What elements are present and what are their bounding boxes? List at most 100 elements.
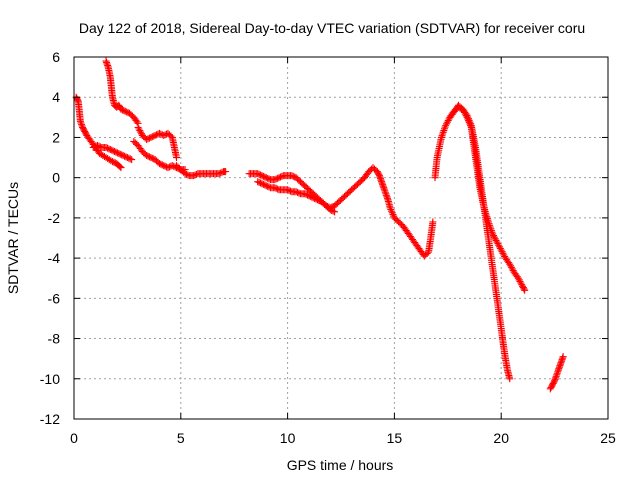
x-tick-label: 5 (177, 430, 185, 446)
data-point (128, 156, 136, 164)
data-point (439, 128, 447, 136)
series-arc-4 (173, 162, 230, 180)
data-point (137, 128, 145, 136)
y-tick-label: 4 (52, 89, 60, 105)
x-tick-label: 0 (70, 430, 78, 446)
data-point (494, 240, 502, 248)
x-tick-label: 25 (600, 430, 616, 446)
data-point (126, 155, 134, 163)
data-point (440, 125, 448, 133)
y-tick-labels: -12 -10 -8 -6 -4 -2 0 2 4 6 (40, 49, 60, 427)
data-point (388, 207, 396, 215)
x-tick-label: 20 (493, 430, 509, 446)
y-tick-label: 0 (52, 170, 60, 186)
data-point (490, 233, 498, 241)
data-point (464, 115, 472, 123)
y-tick-label: -8 (48, 331, 61, 347)
data-point (387, 206, 395, 214)
x-tick-label: 10 (280, 430, 296, 446)
plot-frame (73, 56, 609, 420)
data-point (499, 249, 507, 257)
data-point (331, 208, 339, 216)
series-arc-3a (134, 123, 181, 162)
data-points (72, 57, 567, 393)
data-point (440, 127, 448, 135)
data-point (517, 279, 525, 287)
data-point (329, 207, 337, 215)
data-point (496, 244, 504, 252)
data-point (559, 353, 567, 361)
data-point (507, 263, 515, 271)
chart-title: Day 122 of 2018, Sidereal Day-to-day VTE… (79, 20, 585, 36)
data-point (116, 163, 124, 171)
y-tick-label: -12 (40, 411, 60, 427)
x-tick-labels: 0 5 10 15 20 25 (70, 430, 616, 446)
data-point (498, 248, 506, 256)
data-point (465, 116, 473, 124)
data-point (491, 235, 499, 243)
x-tick-label: 15 (387, 430, 403, 446)
data-point (117, 164, 125, 172)
data-point (467, 120, 475, 128)
data-point (423, 249, 431, 257)
y-tick-label: 6 (52, 49, 60, 65)
data-point (466, 118, 474, 126)
data-point (515, 276, 523, 284)
data-point (429, 218, 437, 226)
data-point (520, 285, 528, 293)
data-point (518, 281, 526, 289)
y-axis-title: SDTVAR / TECUs (5, 182, 21, 294)
y-tick-label: -4 (48, 250, 61, 266)
data-point (506, 375, 514, 383)
data-point (444, 117, 452, 125)
data-point (443, 120, 451, 128)
y-tick-label: 2 (52, 129, 60, 145)
data-point (442, 121, 450, 129)
data-point (493, 238, 501, 246)
series-arc-5 (245, 170, 368, 212)
data-point (508, 265, 516, 273)
data-point (437, 133, 445, 141)
data-point (134, 123, 142, 131)
series-arc-10 (546, 353, 567, 393)
data-point (167, 132, 175, 140)
data-point (507, 262, 515, 270)
data-point (107, 157, 115, 165)
data-point (222, 168, 230, 176)
axis-ticks (73, 56, 609, 420)
data-point (500, 251, 508, 259)
data-point (462, 110, 470, 118)
series-arc-9 (446, 101, 514, 383)
series-arc-2 (102, 57, 142, 127)
data-point (463, 111, 471, 119)
data-point (464, 113, 472, 121)
data-point (441, 123, 449, 131)
data-point (136, 127, 144, 135)
data-point (386, 204, 394, 212)
data-point (492, 236, 500, 244)
data-point (521, 286, 529, 294)
data-point (495, 243, 503, 251)
grid-lines (74, 57, 608, 419)
series-arc-7 (360, 164, 437, 260)
data-point (133, 118, 141, 126)
y-tick-label: -6 (48, 290, 61, 306)
data-point (438, 132, 446, 140)
data-point (135, 125, 143, 133)
data-point (516, 277, 524, 285)
y-tick-label: -2 (48, 210, 61, 226)
data-point (173, 154, 181, 162)
data-point (388, 209, 396, 217)
data-point (506, 260, 514, 268)
data-point (497, 246, 505, 254)
data-point (389, 211, 397, 219)
series-arc-6 (254, 178, 339, 216)
data-point (439, 130, 447, 138)
data-point (495, 241, 503, 249)
data-point (443, 118, 451, 126)
series-arc-1b (89, 141, 136, 164)
x-axis-title: GPS time / hours (287, 457, 394, 473)
series-arc-1a (72, 93, 125, 172)
data-point (514, 274, 522, 282)
